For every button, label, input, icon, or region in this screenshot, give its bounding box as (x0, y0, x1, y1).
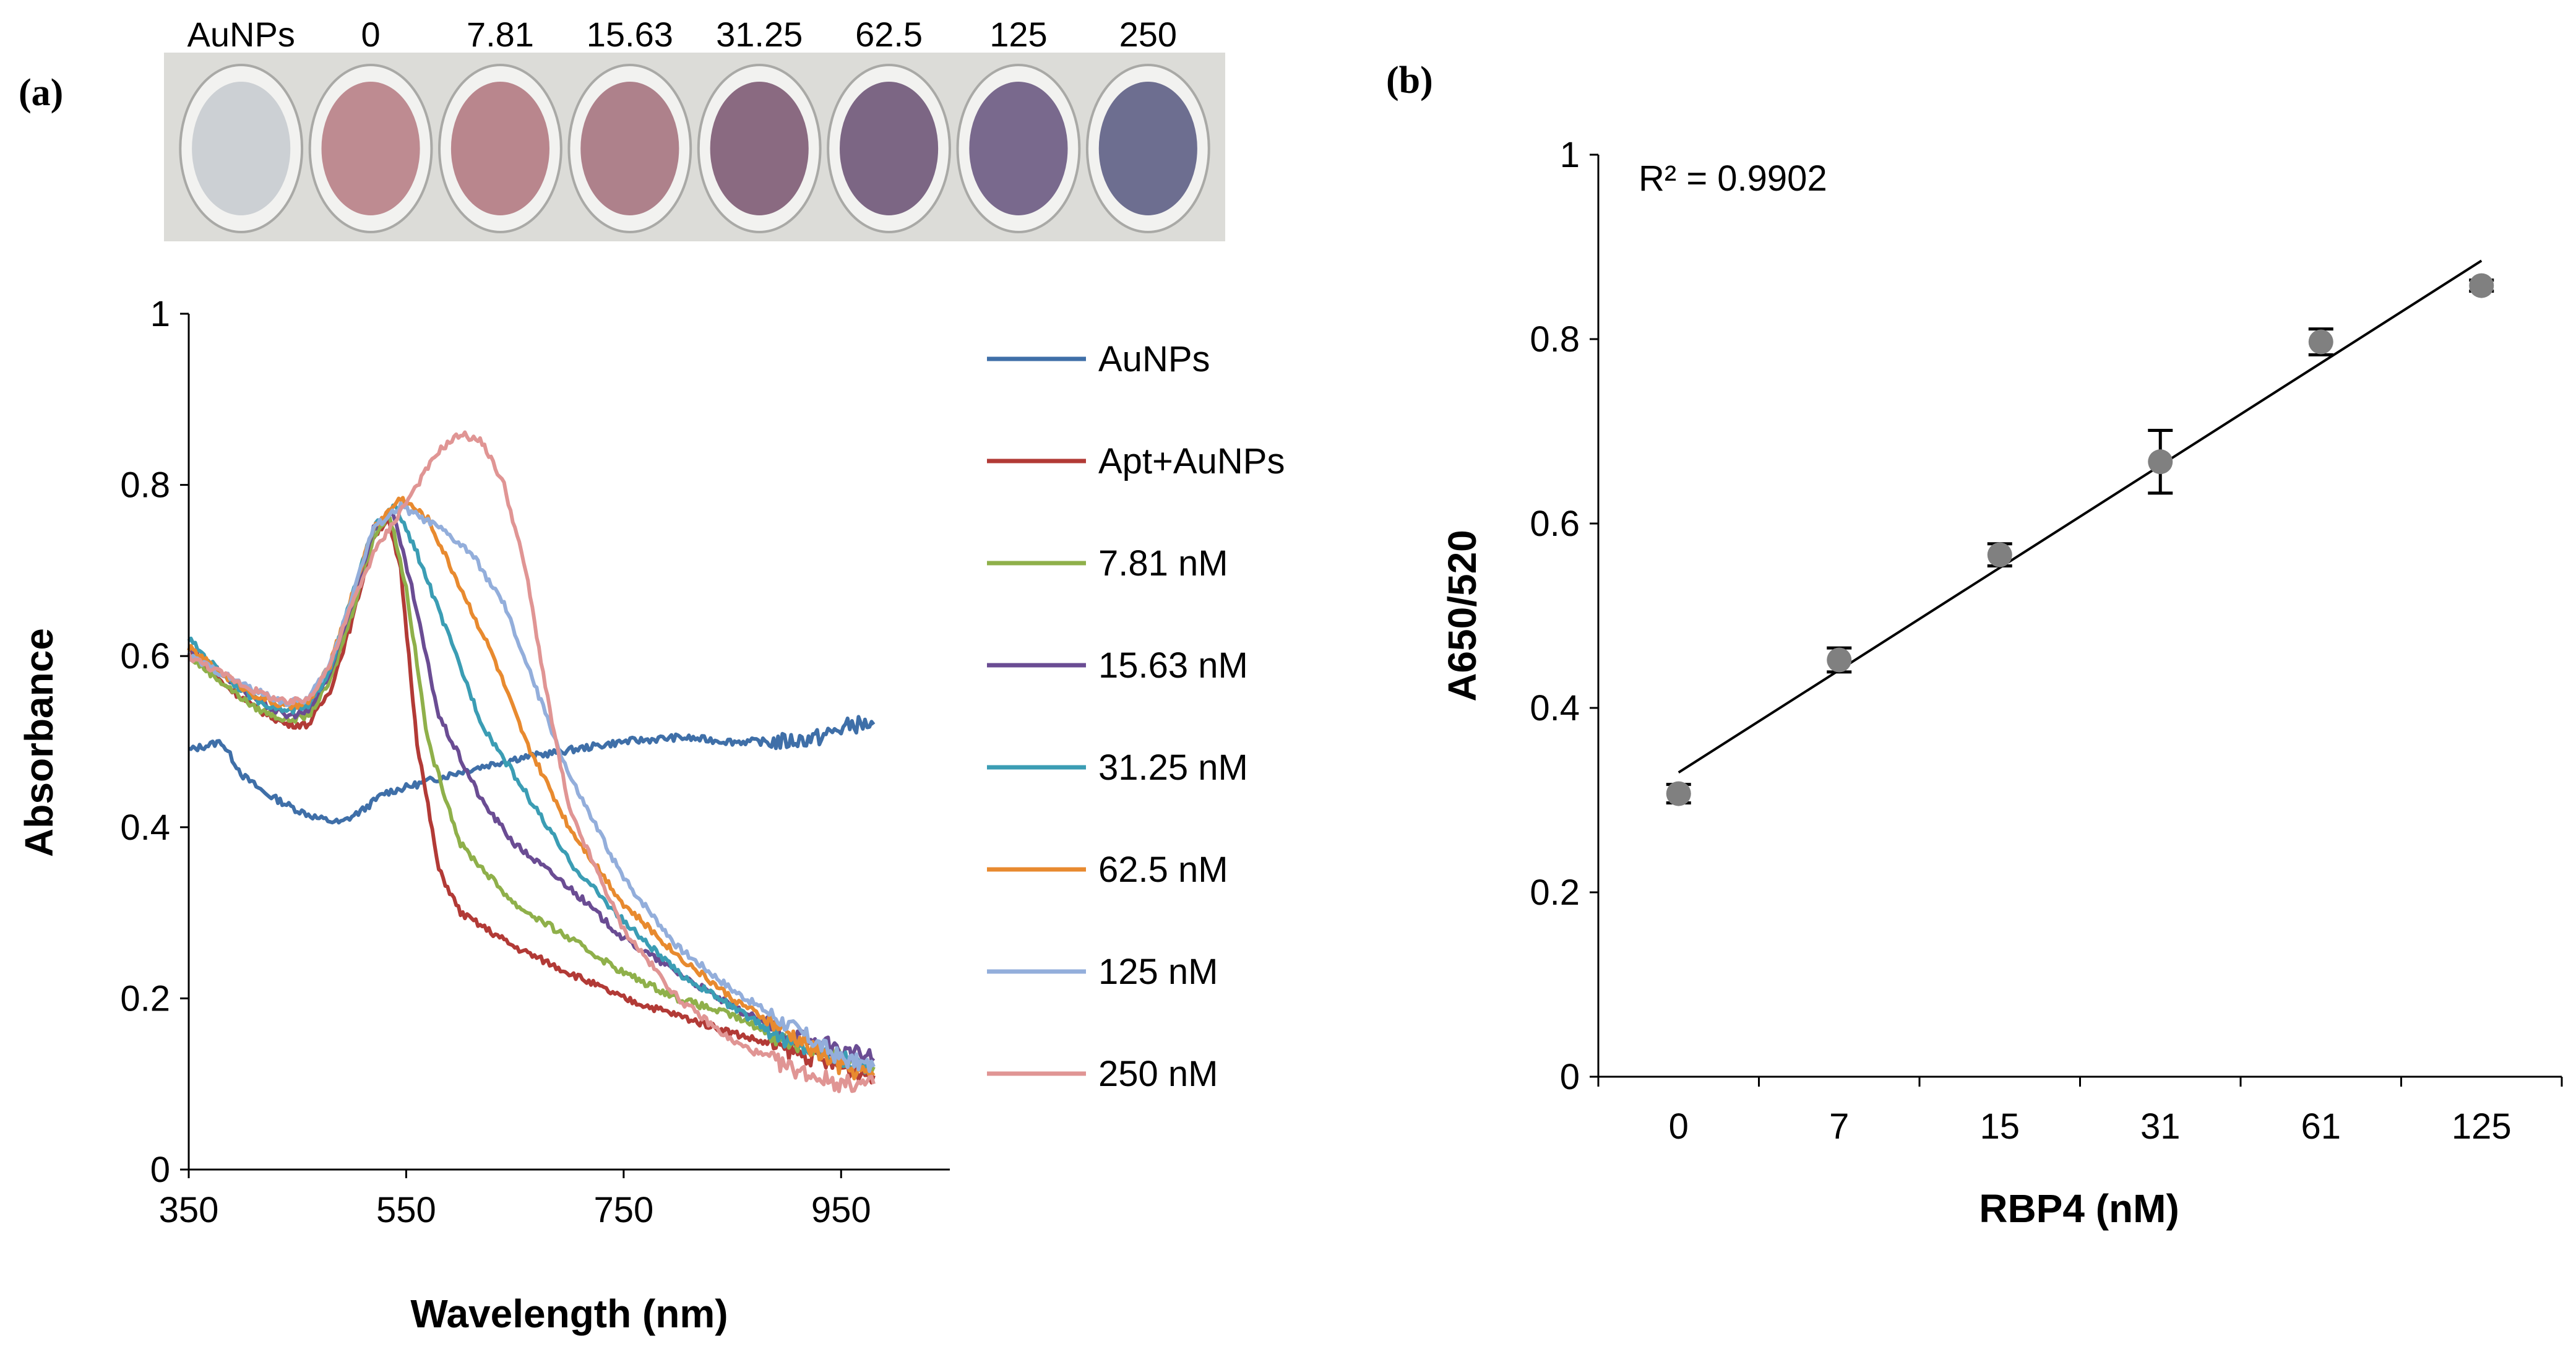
b-trendline (1678, 259, 2483, 774)
a-x-tick-label: 350 (159, 1190, 219, 1230)
a-legend-label: 7.81 nM (1098, 543, 1228, 584)
a-y-tick-label: 1 (150, 294, 170, 334)
well-solution (840, 82, 939, 215)
well-solution (1098, 82, 1197, 215)
panel-b-label: (b) (1386, 59, 1433, 101)
a-legend-label: AuNPs (1098, 339, 1210, 379)
well-solution (580, 82, 679, 215)
a-y-tick-label: 0.2 (120, 978, 170, 1019)
b-x-axis-title: RBP4 (nM) (1979, 1186, 2179, 1231)
a-y-tick-label: 0.8 (120, 465, 170, 506)
b-x-tick-label: 61 (2301, 1106, 2341, 1147)
calibration-chart: 0 0.2 0.4 0.6 0.8 1 0 7 15 31 61 125 R² = 0.9902 R… (1440, 135, 2563, 1231)
a-legend-label: 62.5 nM (1098, 850, 1228, 890)
well-label: 0 (361, 15, 380, 54)
well-solution (450, 82, 549, 215)
a-series-line-7 (187, 430, 876, 1093)
a-legend-label: 125 nM (1098, 952, 1218, 992)
b-y-tick-label: 0 (1560, 1057, 1580, 1097)
b-y-tick-label: 0.8 (1530, 319, 1580, 360)
a-legend: AuNPs Apt+AuNPs 7.81 nM 15.63 nM 31.25 nM 62.… (987, 339, 1285, 1094)
well-solution (969, 82, 1068, 215)
b-data-point (2469, 273, 2494, 298)
a-series-line-1 (187, 515, 876, 1085)
well-label: 31.25 (716, 15, 803, 54)
well-label: 15.63 (587, 15, 673, 54)
absorbance-spectrum-chart: 0 0.2 0.4 0.6 0.8 1 350 550 750 950 Wavelength (… (17, 294, 1285, 1336)
a-legend-label: 31.25 nM (1098, 748, 1248, 788)
well-label: AuNPs (187, 15, 295, 54)
b-y-tick-label: 0.2 (1530, 873, 1580, 913)
b-y-axis-title: A650/520 (1440, 530, 1484, 702)
b-x-tick-label: 0 (1669, 1106, 1689, 1147)
b-r2-annotation: R² = 0.9902 (1639, 158, 1827, 199)
a-legend-label: 15.63 nM (1098, 645, 1248, 686)
well-solution (321, 82, 420, 215)
panel-a-label: (a) (19, 72, 63, 114)
b-y-tick-label: 0.4 (1530, 688, 1580, 728)
b-data-point (1827, 647, 1852, 673)
a-y-tick-label: 0.4 (120, 808, 170, 848)
b-data-point (2148, 449, 2173, 475)
b-data-point (1666, 781, 1691, 806)
b-data-point (2308, 329, 2333, 355)
b-x-tick-label: 15 (1979, 1106, 2020, 1147)
well-solution (710, 82, 809, 215)
a-x-tick-label: 950 (811, 1190, 871, 1230)
a-series-line-0 (188, 715, 876, 825)
a-legend-label: Apt+AuNPs (1098, 441, 1285, 481)
well-label: 125 (989, 15, 1047, 54)
a-series-line-6 (187, 501, 876, 1074)
a-x-tick-label: 550 (376, 1190, 436, 1230)
a-y-tick-label: 0.6 (120, 636, 170, 676)
well-label: 62.5 (855, 15, 923, 54)
b-x-tick-label: 7 (1829, 1106, 1849, 1147)
well-label: 250 (1119, 15, 1177, 54)
well-label: 7.81 (467, 15, 534, 54)
a-x-tick-label: 750 (593, 1190, 653, 1230)
well-plate-photo: AuNPs 0 7.81 15.63 31.25 62.5 125 250 (164, 15, 1225, 241)
well-solution (192, 82, 291, 215)
a-series-line-4 (187, 503, 876, 1075)
b-y-tick-label: 1 (1560, 135, 1580, 175)
b-x-tick-label: 31 (2140, 1106, 2181, 1147)
a-series-line-5 (187, 496, 876, 1080)
a-x-axis-title: Wavelength (nm) (410, 1291, 728, 1336)
a-legend-label: 250 nM (1098, 1054, 1218, 1094)
a-y-tick-label: 0 (150, 1150, 170, 1190)
b-data-point (1987, 542, 2012, 567)
b-y-tick-label: 0.6 (1530, 504, 1580, 544)
a-y-axis-title: Absorbance (17, 628, 61, 857)
b-x-tick-label: 125 (2452, 1106, 2512, 1147)
